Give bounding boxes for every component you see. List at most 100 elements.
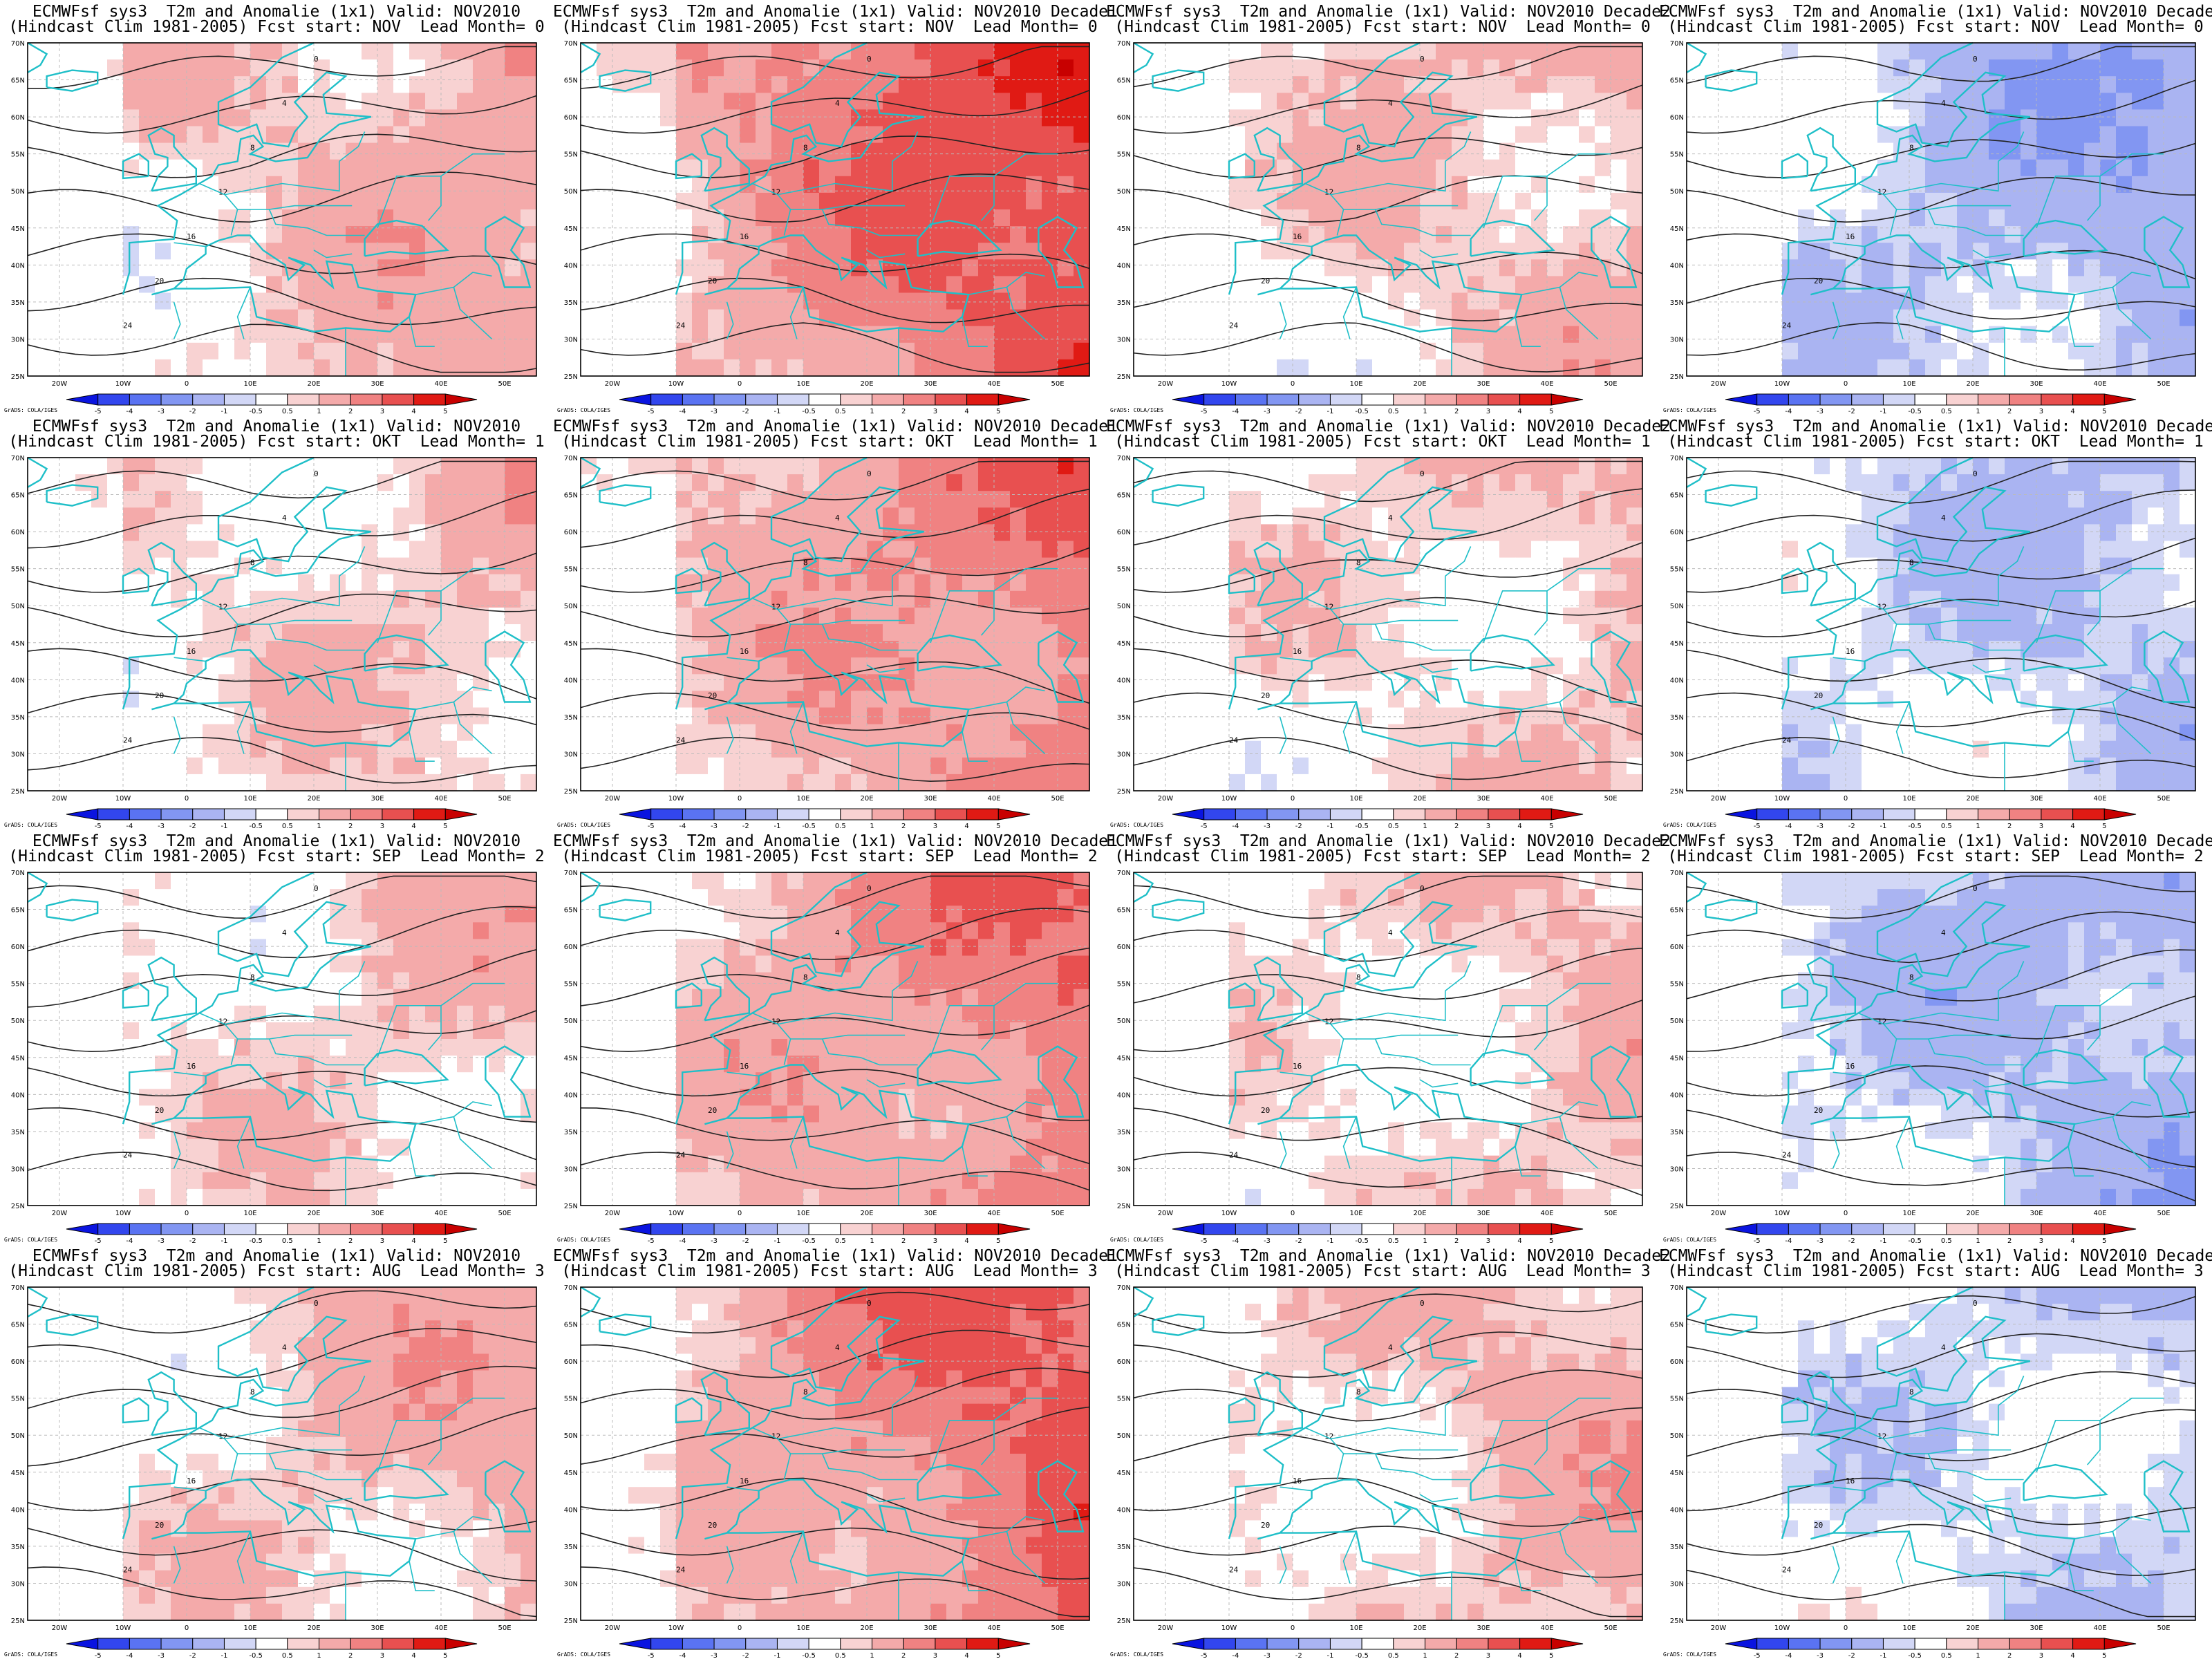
colorbar-swatch	[1851, 393, 1884, 406]
anomaly-cell	[266, 458, 283, 475]
anomaly-cell	[28, 707, 44, 725]
anomaly-cell	[899, 342, 915, 360]
anomaly-cell	[1877, 292, 1894, 310]
anomaly-cell	[2180, 226, 2196, 243]
colorbar-swatch	[66, 393, 99, 406]
anomaly-cell	[597, 209, 613, 227]
anomaly-cell	[867, 607, 883, 625]
anomaly-cell	[740, 774, 756, 791]
anomaly-cell	[612, 276, 629, 294]
anomaly-cell	[521, 309, 537, 327]
anomaly-cell	[234, 59, 251, 77]
anomaly-cell	[44, 557, 60, 575]
anomaly-cell	[994, 209, 1011, 227]
colorbar-swatch	[287, 393, 320, 406]
anomaly-cell	[1042, 259, 1058, 276]
anomaly-cell	[1547, 624, 1564, 641]
anomaly-cell	[756, 292, 772, 310]
anomaly-cell	[2132, 226, 2148, 243]
anomaly-cell	[59, 159, 76, 177]
contour-label: 0	[1973, 55, 1978, 64]
anomaly-cell	[330, 458, 346, 475]
contour-label: 20	[708, 691, 717, 700]
anomaly-cell	[2116, 142, 2133, 160]
anomaly-cell	[978, 641, 995, 658]
anomaly-cell	[1404, 309, 1421, 327]
anomaly-cell	[1277, 259, 1293, 276]
anomaly-cell	[1734, 309, 1751, 327]
colorbar-label: -2	[189, 823, 196, 830]
anomaly-cell	[107, 674, 124, 691]
anomaly-cell	[994, 474, 1011, 491]
contour-label: 16	[1293, 232, 1302, 241]
anomaly-cell	[867, 740, 883, 758]
anomaly-cell	[346, 524, 362, 542]
anomaly-cell	[756, 142, 772, 160]
anomaly-cell	[28, 109, 44, 127]
anomaly-cell	[59, 458, 76, 475]
anomaly-cell	[107, 491, 124, 508]
anomaly-cell	[1579, 259, 1595, 276]
anomaly-cell	[393, 43, 410, 60]
anomaly-cell	[155, 243, 171, 260]
anomaly-cell	[1627, 674, 1643, 691]
lat-label: 25N	[1670, 373, 1684, 381]
anomaly-cell	[91, 359, 108, 377]
anomaly-cell	[1814, 309, 1830, 327]
anomaly-cell	[203, 641, 219, 658]
lon-label: 20W	[605, 795, 621, 803]
country-border	[339, 131, 366, 162]
anomaly-cell	[2148, 243, 2164, 260]
anomaly-cell	[628, 126, 645, 144]
anomaly-cell	[1309, 524, 1325, 542]
country-border	[174, 657, 206, 662]
colorbar-label: 4	[411, 823, 415, 830]
anomaly-cell	[740, 142, 756, 160]
anomaly-cell	[1074, 76, 1090, 93]
anomaly-cell	[1372, 309, 1389, 327]
colorbar-swatch	[319, 393, 351, 406]
anomaly-cell	[1042, 574, 1058, 592]
grads-credit: GrADS: COLA/IGES	[1110, 407, 1163, 413]
anomaly-cell	[883, 292, 899, 310]
anomaly-cell	[1181, 43, 1198, 60]
anomaly-cell	[2036, 176, 2053, 194]
anomaly-cell	[441, 724, 458, 742]
anomaly-cell	[75, 624, 92, 641]
anomaly-cell	[581, 76, 597, 93]
anomaly-cell	[1261, 309, 1277, 327]
anomaly-cell	[155, 557, 171, 575]
colorbar-swatch	[935, 808, 968, 821]
anomaly-cell	[819, 507, 836, 525]
anomaly-cell	[612, 524, 629, 542]
anomaly-cell	[298, 590, 315, 608]
colorbar-swatch	[1725, 393, 1758, 406]
anomaly-cell	[1925, 226, 1942, 243]
anomaly-cell	[962, 309, 979, 327]
anomaly-cell	[155, 740, 171, 758]
anomaly-cell	[282, 707, 299, 725]
anomaly-cell	[377, 491, 394, 508]
anomaly-cell	[1798, 192, 1815, 210]
country-border	[453, 702, 493, 754]
anomaly-cell	[756, 624, 772, 641]
anomaly-cell	[851, 774, 868, 791]
anomaly-cell	[708, 724, 724, 742]
anomaly-cell	[2052, 259, 2069, 276]
anomaly-cell	[644, 691, 661, 709]
country-border	[409, 731, 435, 762]
anomaly-cell	[1293, 541, 1309, 559]
anomaly-cell	[250, 458, 267, 475]
anomaly-cell	[946, 276, 963, 294]
anomaly-cell	[1042, 757, 1058, 775]
anomaly-cell	[330, 474, 346, 491]
coastline	[364, 634, 449, 672]
anomaly-cell	[1181, 142, 1198, 160]
anomaly-cell	[1181, 126, 1198, 144]
anomaly-cell	[2052, 93, 2069, 110]
anomaly-cell	[803, 93, 820, 110]
anomaly-cell	[1957, 159, 1974, 177]
anomaly-cell	[946, 590, 963, 608]
anomaly-cell	[946, 209, 963, 227]
